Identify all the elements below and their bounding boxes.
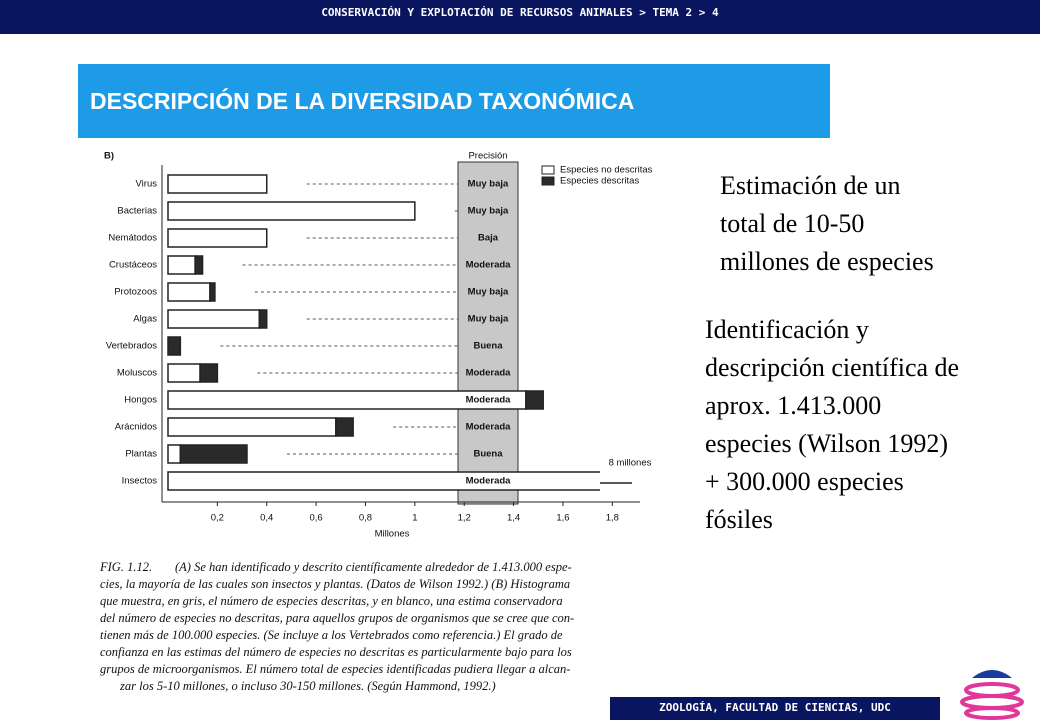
x-tick-label: 1,2	[458, 513, 471, 524]
footer: ZOOLOGÍA, FACULTAD DE CIENCIAS, UDC	[659, 701, 891, 714]
caption-line: confianza en las estimas del número de e…	[100, 645, 572, 659]
panel-label: B)	[104, 151, 114, 162]
x-tick-label: 0,4	[260, 513, 273, 524]
undescribed-bar	[258, 309, 268, 329]
note-line: + 300.000 especies	[705, 467, 904, 496]
category-label: Algas	[133, 314, 157, 325]
precision-label: Baja	[478, 233, 499, 244]
note-line: fósiles	[705, 505, 773, 534]
x-tick-label: 0,8	[359, 513, 372, 524]
undescribed-bar	[525, 390, 544, 410]
undescribed-bar	[167, 336, 182, 356]
caption-line: cies, la mayoría de las cuales son insec…	[100, 577, 570, 591]
described-bar	[167, 228, 268, 248]
category-label: Bacterias	[117, 206, 157, 217]
category-label: Insectos	[122, 476, 158, 487]
x-tick-label: 1,4	[507, 513, 520, 524]
legend-label: Especies descritas	[560, 176, 639, 187]
described-bar	[167, 201, 416, 221]
note-line: especies (Wilson 1992)	[705, 429, 948, 458]
legend-swatch	[541, 165, 555, 175]
precision-label: Muy baja	[468, 179, 509, 190]
x-tick-label: 1,6	[556, 513, 569, 524]
header-bar	[0, 0, 1040, 34]
described-bar	[167, 282, 211, 302]
precision-label: Muy baja	[468, 314, 509, 325]
category-label: Hongos	[124, 395, 157, 406]
precision-label: Moderada	[466, 368, 512, 379]
precision-label: Moderada	[466, 260, 512, 271]
category-label: Plantas	[125, 449, 157, 460]
caption-line: (A) Se han identificado y descrito cient…	[175, 560, 572, 574]
caption-line: del número de especies no descritas, par…	[100, 611, 574, 625]
described-bar	[167, 417, 337, 437]
note-line: millones de especies	[720, 247, 934, 276]
precision-label: Muy baja	[468, 206, 509, 217]
described-bar	[167, 444, 182, 464]
precision-column	[457, 161, 519, 505]
undescribed-bar	[194, 255, 204, 275]
described-bar	[167, 255, 196, 275]
undescribed-bar	[199, 363, 219, 383]
note-line: descripción científica de	[705, 353, 959, 382]
caption-line: grupos de microorganismos. El número tot…	[100, 662, 570, 676]
described-bar	[167, 363, 201, 383]
legend-label: Especies no descritas	[560, 165, 653, 176]
caption-line: tienen más de 100.000 especies. (Se incl…	[100, 628, 563, 642]
undescribed-bar	[335, 417, 354, 437]
category-label: Vertebrados	[106, 341, 157, 352]
x-tick-label: 1	[412, 513, 417, 524]
x-tick-label: 0,6	[309, 513, 322, 524]
precision-label: Buena	[473, 341, 503, 352]
caption-line: zar los 5-10 millones, o incluso 30-150 …	[119, 679, 496, 693]
category-label: Moluscos	[117, 368, 157, 379]
precision-label: Moderada	[466, 395, 512, 406]
annotation: 8 millones	[609, 458, 652, 469]
caption-line: que muestra, en gris, el número de espec…	[100, 594, 563, 608]
caption-label: FIG. 1.12.	[99, 560, 152, 574]
undescribed-bar	[179, 444, 248, 464]
x-axis-label: Millones	[375, 529, 410, 540]
legend-swatch	[541, 176, 555, 186]
note-line: Identificación y	[705, 315, 869, 344]
described-bar	[167, 174, 268, 194]
note-line: Estimación de un	[720, 171, 901, 200]
described-bar	[167, 471, 600, 491]
bars	[167, 174, 600, 491]
precision-label: Muy baja	[468, 287, 509, 298]
category-label: Arácnidos	[115, 422, 157, 433]
category-label: Crustáceos	[109, 260, 157, 271]
category-label: Nemátodos	[108, 233, 157, 244]
precision-label: Moderada	[466, 422, 512, 433]
note-line: total de 10-50	[720, 209, 864, 238]
precision-title: Precisión	[468, 151, 507, 162]
x-tick-label: 0,2	[211, 513, 224, 524]
precision-label: Moderada	[466, 476, 512, 487]
breadcrumb: CONSERVACIÓN Y EXPLOTACIÓN DE RECURSOS A…	[321, 6, 719, 19]
described-bar	[167, 309, 261, 329]
title-box	[78, 64, 830, 138]
category-label: Protozoos	[114, 287, 157, 298]
x-tick-label: 1,8	[606, 513, 619, 524]
category-label: Virus	[136, 179, 158, 190]
title: DESCRIPCIÓN DE LA DIVERSIDAD TAXONÓMICA	[90, 87, 634, 114]
precision-label: Buena	[473, 449, 503, 460]
footer-bar	[610, 697, 940, 720]
undescribed-bar	[209, 282, 216, 302]
logo	[960, 670, 1024, 720]
note-line: aprox. 1.413.000	[705, 391, 881, 420]
